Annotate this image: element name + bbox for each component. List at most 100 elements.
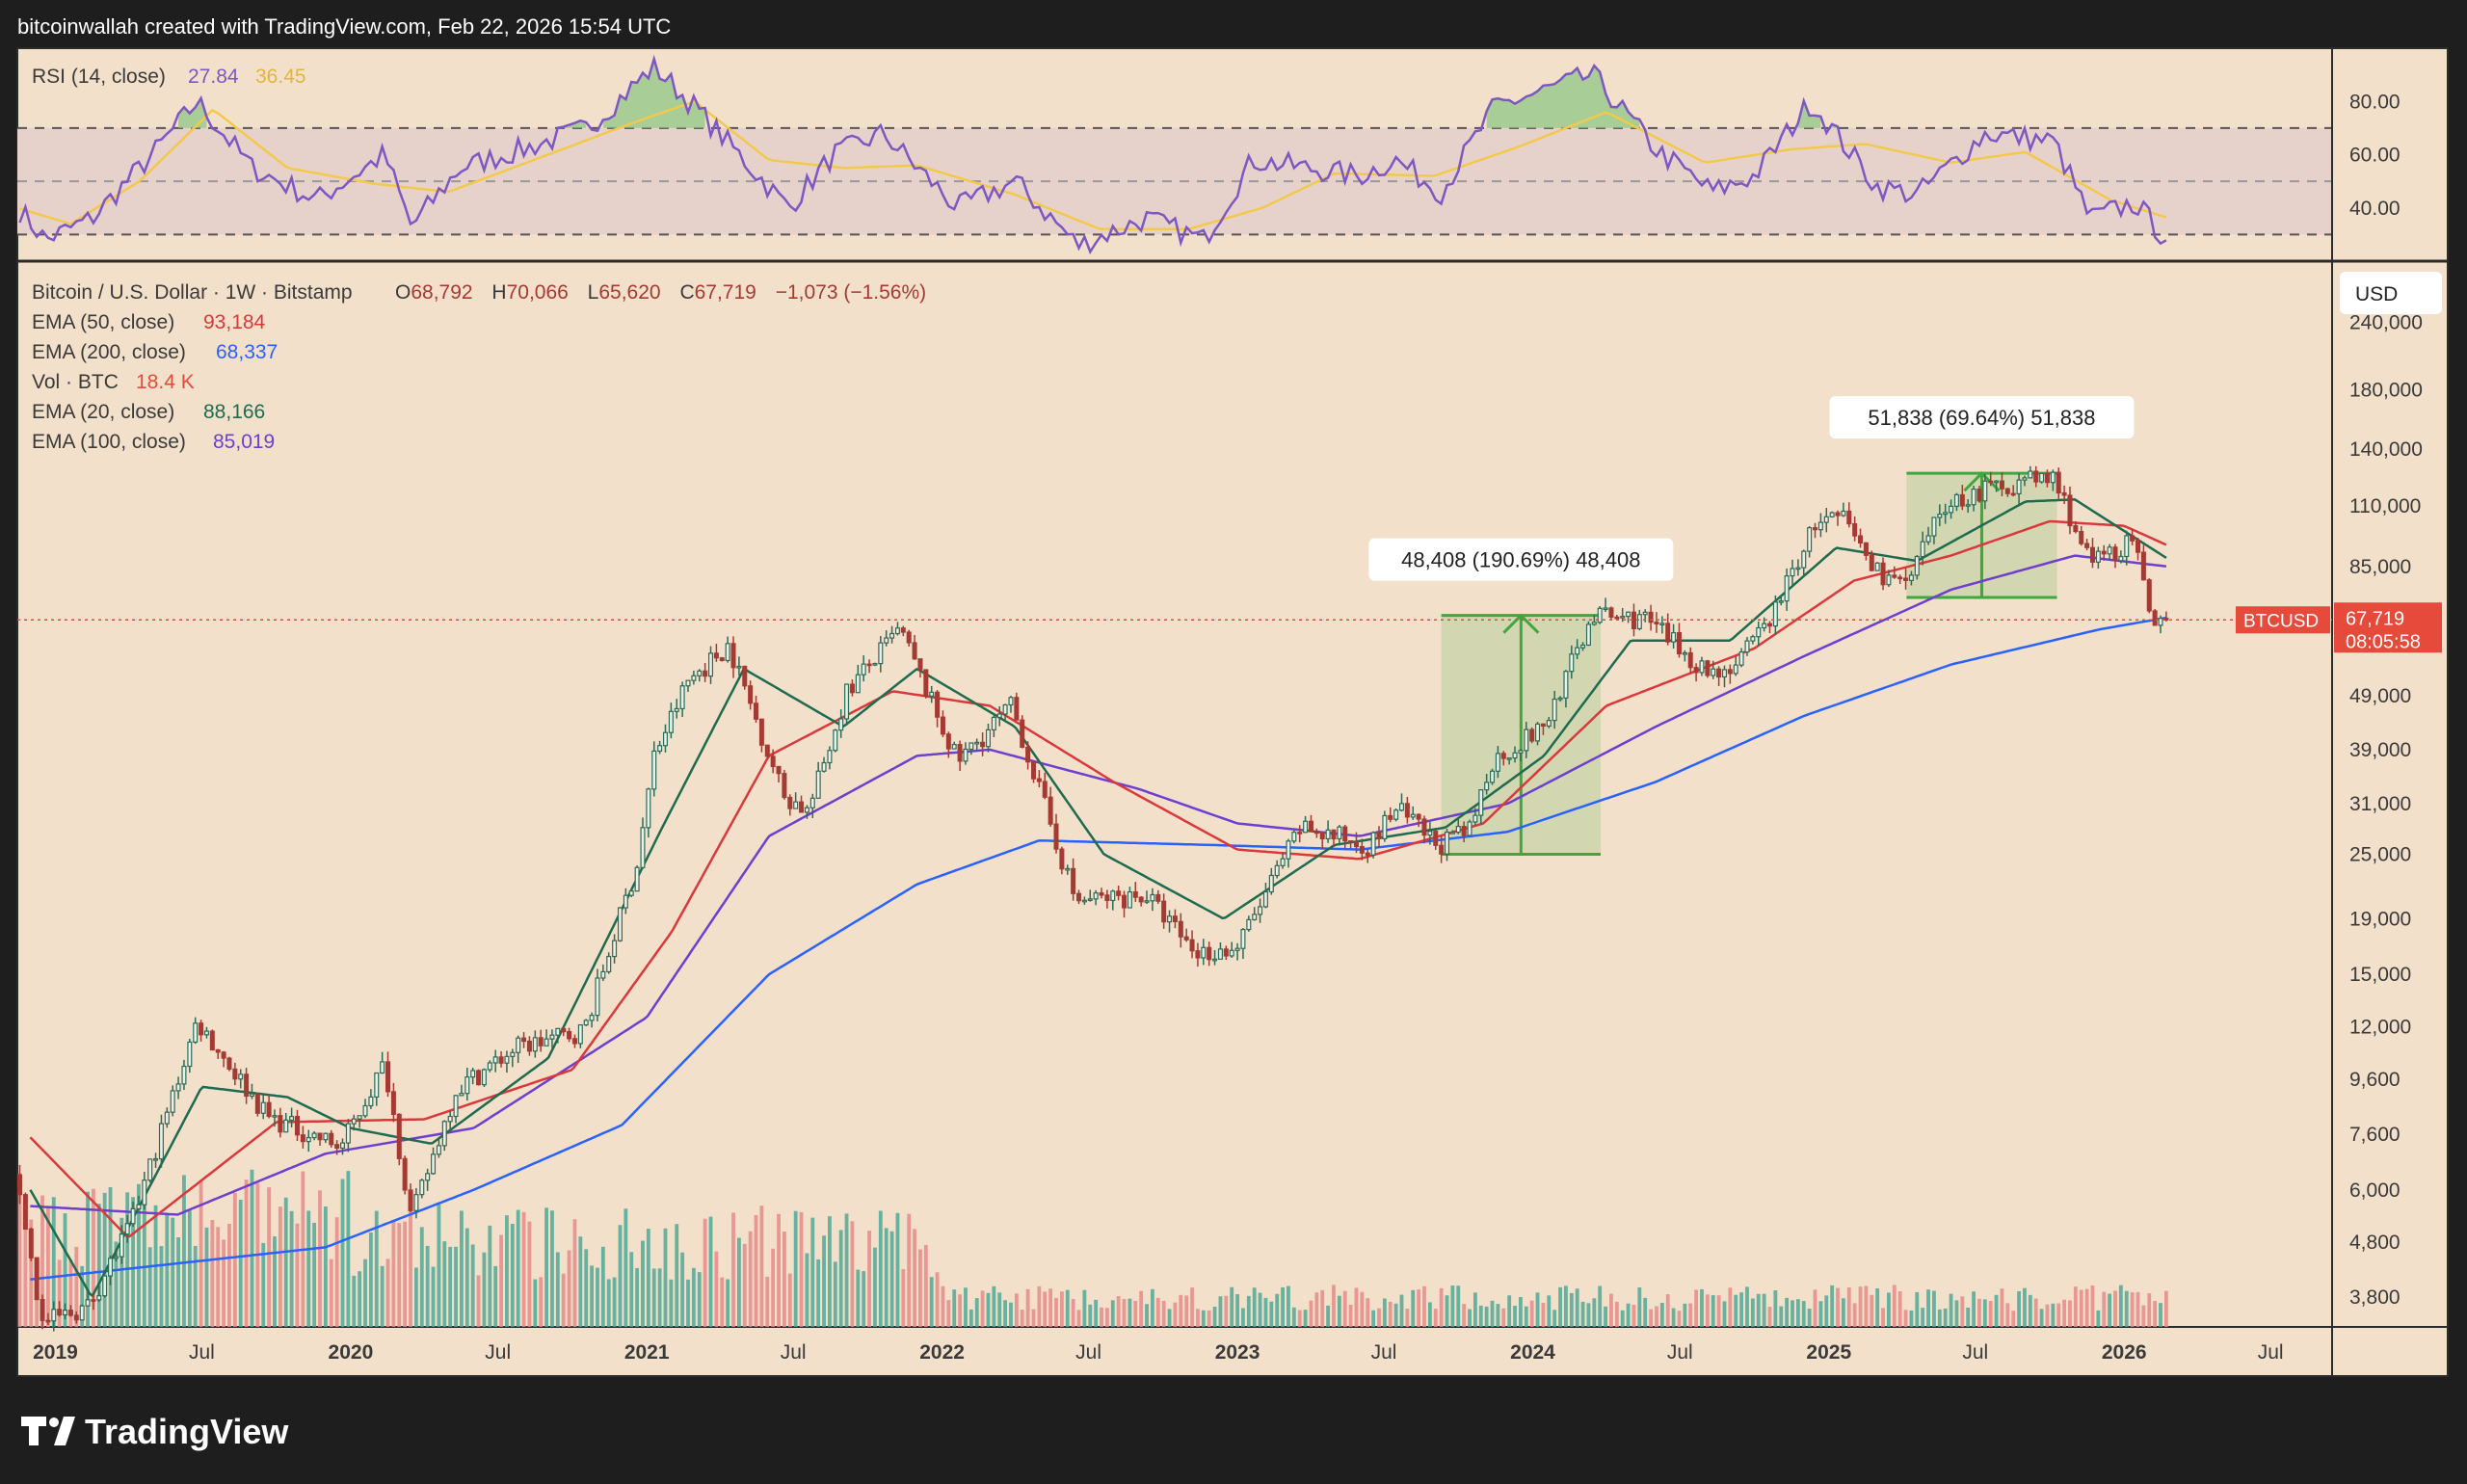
volume-bar [521,1211,526,1327]
candle-body [1943,512,1949,516]
candle-body [1642,611,1648,616]
candle-body [498,1056,504,1064]
price-axis[interactable]: 240,000 180,000 140,000 110,000 85,000 49,000… [2349,311,2423,1309]
volume-bar [334,1217,339,1327]
candle-body [1274,864,1280,877]
candle-body [668,710,674,733]
candle-body [1711,668,1716,676]
time-axis[interactable]: 2019 Jul 2020 Jul 2021 Jul 2022 Jul 2023 Jul 2024 J… [33,1341,2284,1364]
measure-arrow-head [1502,613,1540,634]
candle-body [2028,470,2033,479]
volume-bar [561,1273,566,1327]
candle-body [628,890,634,896]
candle-body [532,1037,538,1052]
candle-body [894,627,900,635]
candle-body [861,663,866,676]
candle-body [476,1070,482,1086]
candle-body [1093,892,1099,900]
volume-bar [714,1251,719,1327]
candle-body [119,1233,124,1258]
currency-button-label[interactable]: USD [2355,283,2398,305]
candle-body [1122,894,1127,909]
volume-bar [2068,1300,2072,1327]
volume-bar [1892,1285,1897,1327]
volume-bar [1558,1286,1562,1327]
volume-bar [193,1245,198,1327]
candle-body [748,685,754,704]
volume-bar [1003,1300,1008,1327]
ema-20-line [29,498,2167,1298]
candle-body [516,1037,521,1053]
candle-body [300,1134,305,1143]
price-pane[interactable]: 48,408 (190.69%) 48,408 51,838 (69.64%) 5… [17,396,2332,1332]
volume-bar [454,1246,458,1327]
ema-50-line [29,519,2167,1238]
volume-bar [1994,1294,1999,1327]
candle-body [1687,651,1693,669]
volume-bar [1875,1287,1880,1327]
volume-bar [1371,1310,1376,1327]
volume-bar [267,1187,272,1327]
candle-body [1048,796,1053,825]
tradingview-logo[interactable]: TradingView [21,1412,289,1451]
volume-bar [1348,1304,1353,1327]
rsi-tick-label: 80.00 [2349,91,2401,113]
candle-body [844,683,850,720]
volume-bar [1864,1285,1869,1327]
candle-body [2163,618,2169,621]
volume-bar [651,1268,656,1327]
volume-bar [210,1220,215,1327]
candle-body [878,642,884,665]
rsi-panel[interactable]: RSI (14, close) 27.84 36.45 80.00 60.00 40… [17,54,2401,255]
candle-body [787,796,793,809]
candle-body [1353,841,1359,848]
candle-body [2140,551,2146,581]
volume-bar [1688,1303,1693,1327]
price-tick-label: 39,000 [2349,739,2411,761]
candle-body [2101,550,2107,555]
candle-body [67,1310,73,1316]
candle-body [2089,546,2095,563]
chart-area[interactable] [16,47,2449,1377]
volume-bar [1100,1307,1103,1327]
candle-body [1161,900,1167,923]
currency-button[interactable]: USD [2340,272,2442,314]
volume-bar [1519,1296,1523,1327]
volume-bar [941,1285,945,1327]
candle-body [640,827,646,868]
volume-bar [986,1292,991,1327]
volume-bar [1779,1306,1784,1327]
volume-bar [1932,1290,1936,1327]
volume-bar [850,1221,855,1327]
candlesticks [17,465,2169,1332]
measure-label: 48,408 (190.69%) 48,408 [1401,548,1640,572]
volume-legend-value: 18.4 K [136,371,195,393]
volume-bar [1569,1292,1574,1327]
volume-bar [590,1265,595,1327]
volume-bar [618,1225,623,1327]
candle-body [674,707,679,712]
candle-body [1620,616,1626,619]
volume-bar [731,1212,735,1327]
legend-ohlc-row: Bitcoin / U.S. Dollar · 1W · Bitstamp O6… [32,281,926,304]
volume-bar [1541,1303,1546,1327]
candle-body [1512,752,1518,759]
volume-bar [555,1252,560,1327]
candle-body [623,894,628,909]
price-tag-bg [2334,602,2442,653]
candle-body [289,1116,295,1121]
currency-button-bg[interactable] [2340,272,2442,314]
measure-tools[interactable] [1441,471,2057,856]
candle-body [866,663,872,667]
volume-bar [250,1169,254,1327]
volume-bar [878,1210,883,1327]
candle-body [1388,814,1393,820]
candle-body [1608,607,1614,618]
measure-label-bg [1829,396,2135,439]
volume-bar [119,1217,124,1327]
candle-body [1835,512,1841,517]
candle-body [2118,555,2124,562]
candle-body [1982,480,1988,502]
volume-bar [1915,1291,1920,1327]
volume-bar [1427,1302,1432,1327]
